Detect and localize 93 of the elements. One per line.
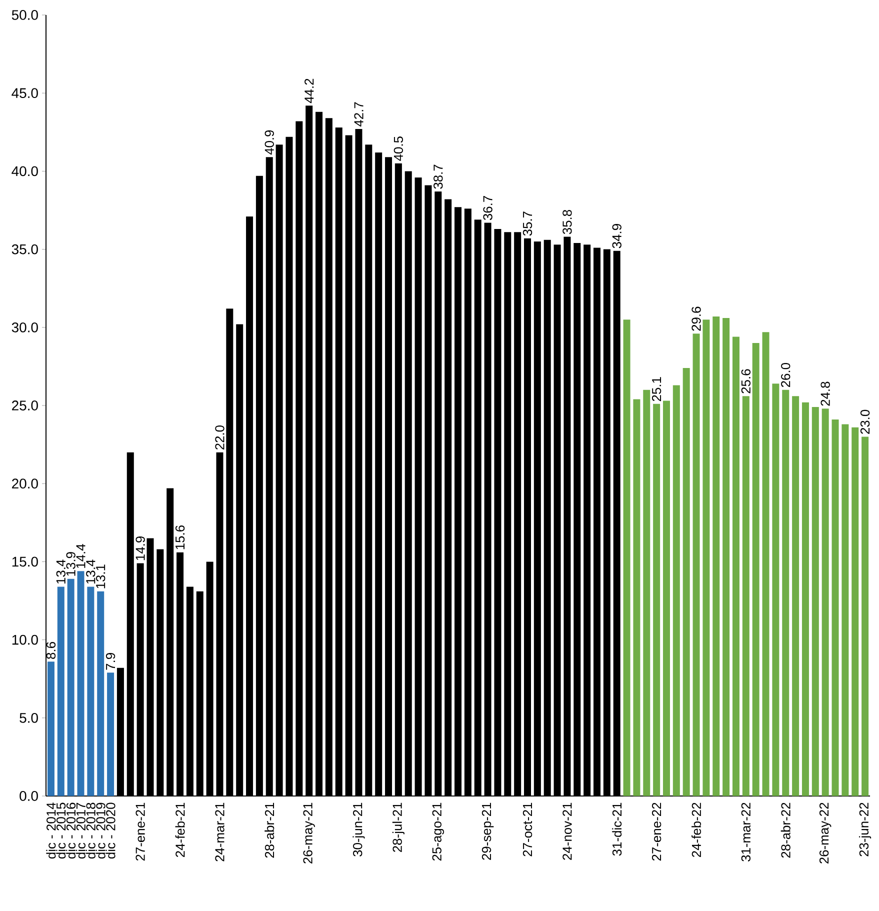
data-label: 38.7 <box>434 164 443 189</box>
x-tick-label: dic - 2019 <box>96 802 106 859</box>
y-tick-label: 5.0 <box>20 712 38 723</box>
data-label: 35.7 <box>522 212 532 236</box>
bar <box>702 320 710 796</box>
bar <box>643 390 650 796</box>
data-label: 35.8 <box>562 210 572 234</box>
x-tick-label: 28-abr-22 <box>780 802 790 858</box>
bar <box>722 318 730 796</box>
bar <box>107 672 114 796</box>
x-tick-label: 30-jun-21 <box>352 802 365 856</box>
bar <box>653 404 660 796</box>
data-label: 24.8 <box>820 382 830 406</box>
y-tick-label: 35.0 <box>12 244 38 254</box>
data-label: 13.9 <box>66 552 76 576</box>
x-tick-label: 26-may-21 <box>303 802 315 864</box>
x-tick-label: 28-jul-21 <box>392 802 404 852</box>
bar <box>87 586 94 796</box>
y-tick-label: 0.0 <box>20 791 38 801</box>
bar <box>682 368 690 796</box>
bar <box>47 662 54 796</box>
bar <box>792 396 800 796</box>
y-tick-label: 40.0 <box>12 166 38 176</box>
y-tick-label: 15.0 <box>12 556 38 567</box>
bar <box>782 390 790 796</box>
bar <box>623 320 630 796</box>
y-tick-label: 10.0 <box>12 634 38 645</box>
data-label: 26.0 <box>781 362 790 388</box>
x-tick-label: 28-abr-21 <box>264 802 274 858</box>
bar <box>732 336 740 796</box>
y-tick-label: 20.0 <box>12 478 38 489</box>
bar <box>772 384 780 796</box>
x-tick-label: dic - 2014 <box>46 802 56 859</box>
x-tick-label: 27-oct-21 <box>522 802 532 856</box>
x-tick-label: dic - 2015 <box>56 802 66 859</box>
x-tick-label: 24-mar-21 <box>215 802 224 862</box>
data-label: 34.9 <box>612 224 622 248</box>
bar <box>77 571 84 796</box>
data-label: 23.0 <box>860 410 870 434</box>
bar <box>802 402 809 796</box>
data-label: 40.9 <box>264 130 274 155</box>
bar <box>752 343 760 796</box>
x-tick-label: dic - 2017 <box>76 802 86 859</box>
x-tick-label: 24-nov-21 <box>562 802 572 860</box>
x-tick-label: 25-ago-21 <box>432 802 444 861</box>
bar <box>842 424 849 796</box>
data-label: 42.7 <box>354 102 364 127</box>
data-label: 29.6 <box>692 306 701 331</box>
data-label: 14.9 <box>136 536 145 560</box>
bar <box>832 420 839 796</box>
bar <box>852 427 859 796</box>
bar <box>67 578 74 796</box>
data-label: 13.4 <box>56 560 66 584</box>
data-label: 25.1 <box>652 377 662 402</box>
bar <box>633 399 640 796</box>
x-tick-label: 31-mar-22 <box>741 802 750 862</box>
data-label: 36.7 <box>483 196 492 220</box>
x-tick-label: dic - 2016 <box>66 802 76 859</box>
bar <box>822 408 829 796</box>
data-label: 44.2 <box>304 78 314 104</box>
bar <box>672 385 680 796</box>
y-tick-label: 25.0 <box>12 400 38 410</box>
data-label: 25.6 <box>741 369 750 394</box>
bar <box>742 396 750 796</box>
data-label: 13.1 <box>96 564 106 588</box>
data-label: 40.5 <box>394 136 404 161</box>
bar <box>712 316 720 796</box>
x-tick-label: 26-may-22 <box>819 802 832 864</box>
y-tick-label: 45.0 <box>12 88 38 98</box>
x-tick-label: 27-ene-22 <box>652 802 662 861</box>
data-label: 7.9 <box>106 653 116 670</box>
data-label: 8.6 <box>46 642 56 659</box>
x-tick-label: 24-feb-22 <box>692 802 702 857</box>
data-label: 15.6 <box>175 525 185 550</box>
x-tick-label: 23-jun-22 <box>859 802 872 856</box>
x-tick-label: dic - 2020 <box>106 802 116 859</box>
x-tick-label: 29-sep-21 <box>482 802 494 860</box>
data-label: 13.4 <box>86 560 96 584</box>
x-tick-label: 24-feb-21 <box>175 802 185 857</box>
y-tick-label: 30.0 <box>12 322 38 332</box>
bar <box>812 407 819 796</box>
bar <box>57 586 64 796</box>
bar <box>862 436 869 796</box>
bar <box>97 591 104 796</box>
x-tick-label: 27-ene-21 <box>136 802 145 861</box>
x-tick-label: 31-dic-21 <box>612 802 622 856</box>
data-label: 22.0 <box>215 425 224 450</box>
bar <box>762 332 770 796</box>
y-tick-label: 50.0 <box>12 10 38 20</box>
bar <box>692 334 700 796</box>
data-label: 14.4 <box>76 544 86 568</box>
bar <box>662 400 670 796</box>
x-tick-label: dic - 2018 <box>86 802 96 859</box>
